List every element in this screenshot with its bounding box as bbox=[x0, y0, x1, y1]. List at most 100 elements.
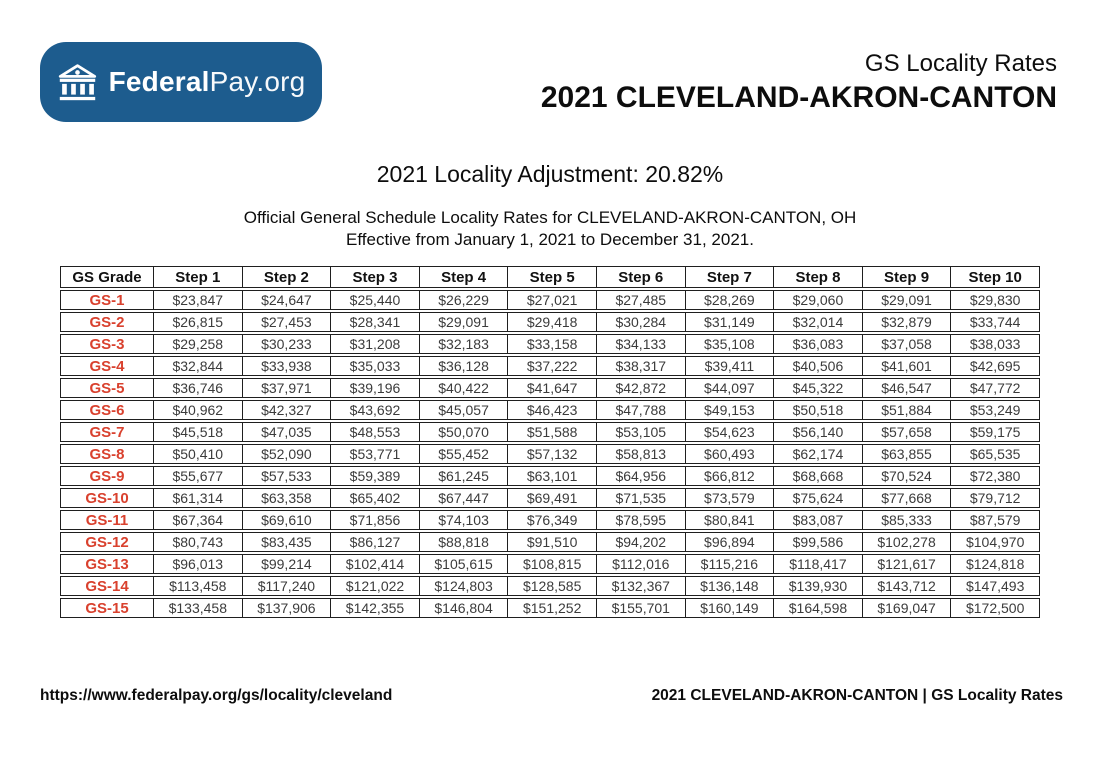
rate-cell: $47,035 bbox=[242, 422, 332, 442]
step-column-header: Step 10 bbox=[951, 266, 1040, 288]
table-row: GS-5 $36,746 $37,971 $39,196 $40,422 $41,647 $… bbox=[60, 378, 1040, 398]
rate-cell: $102,414 bbox=[331, 554, 420, 574]
grade-cell: GS-10 bbox=[60, 488, 154, 508]
rate-cell: $45,518 bbox=[154, 422, 243, 442]
rate-cell: $48,553 bbox=[331, 422, 420, 442]
logo-brand-rest: Pay.org bbox=[209, 66, 306, 97]
rate-cell: $47,772 bbox=[951, 378, 1040, 398]
grade-cell: GS-13 bbox=[60, 554, 154, 574]
grade-cell: GS-8 bbox=[60, 444, 154, 464]
rate-cell: $133,458 bbox=[154, 598, 243, 618]
rate-cell: $46,547 bbox=[862, 378, 952, 398]
rate-cell: $73,579 bbox=[685, 488, 775, 508]
rate-cell: $83,435 bbox=[242, 532, 332, 552]
step-column-header: Step 1 bbox=[154, 266, 243, 288]
rate-cell: $124,818 bbox=[951, 554, 1040, 574]
rate-cell: $67,364 bbox=[154, 510, 243, 530]
rate-cell: $113,458 bbox=[154, 576, 243, 596]
rate-cell: $27,453 bbox=[242, 312, 332, 332]
rate-cell: $169,047 bbox=[862, 598, 952, 618]
rate-cell: $40,422 bbox=[419, 378, 509, 398]
table-row: GS-15 $133,458 $137,906 $142,355 $146,804 $15… bbox=[60, 598, 1040, 618]
rate-cell: $132,367 bbox=[596, 576, 686, 596]
rate-cell: $63,855 bbox=[862, 444, 952, 464]
table-row: GS-4 $32,844 $33,938 $35,033 $36,128 $37,222 $… bbox=[60, 356, 1040, 376]
rate-cell: $33,938 bbox=[242, 356, 332, 376]
grade-cell: GS-12 bbox=[60, 532, 154, 552]
grade-cell: GS-2 bbox=[60, 312, 154, 332]
rate-cell: $104,970 bbox=[951, 532, 1040, 552]
locality-adjustment-text: 2021 Locality Adjustment: 20.82% bbox=[376, 161, 724, 187]
rate-cell: $49,153 bbox=[685, 400, 775, 420]
rate-cell: $139,930 bbox=[774, 576, 863, 596]
table-row: GS-12 $80,743 $83,435 $86,127 $88,818 $91,510… bbox=[60, 532, 1040, 552]
rate-cell: $59,175 bbox=[951, 422, 1040, 442]
table-row: GS-8 $50,410 $52,090 $53,771 $55,452 $57,132 $… bbox=[60, 444, 1040, 464]
rate-cell: $37,058 bbox=[862, 334, 952, 354]
rate-cell: $94,202 bbox=[596, 532, 686, 552]
rate-cell: $151,252 bbox=[508, 598, 597, 618]
rate-cell: $42,872 bbox=[596, 378, 686, 398]
rate-cell: $96,894 bbox=[685, 532, 775, 552]
table-row: GS-2 $26,815 $27,453 $28,341 $29,091 $29,418 $… bbox=[60, 312, 1040, 332]
table-row: GS-3 $29,258 $30,233 $31,208 $32,183 $33,158 $… bbox=[60, 334, 1040, 354]
rate-cell: $55,452 bbox=[419, 444, 509, 464]
rate-cell: $68,668 bbox=[774, 466, 863, 486]
rate-cell: $63,101 bbox=[508, 466, 597, 486]
rate-cell: $33,744 bbox=[951, 312, 1040, 332]
logo-wordmark: FederalPay.org bbox=[109, 66, 306, 98]
rate-cell: $37,971 bbox=[242, 378, 332, 398]
rate-cell: $26,815 bbox=[154, 312, 243, 332]
rate-cell: $124,803 bbox=[419, 576, 509, 596]
rate-cell: $32,844 bbox=[154, 356, 243, 376]
logo-brand-bold: Federal bbox=[108, 66, 210, 97]
table-header-row: GS Grade Step 1 Step 2 Step 3 Step 4 Step 5 St… bbox=[60, 266, 1040, 288]
rate-cell: $29,060 bbox=[774, 290, 863, 310]
step-column-header: Step 8 bbox=[774, 266, 863, 288]
table-row: GS-13 $96,013 $99,214 $102,414 $105,615 $108,… bbox=[60, 554, 1040, 574]
rate-cell: $32,183 bbox=[419, 334, 509, 354]
rate-cell: $71,535 bbox=[596, 488, 686, 508]
rate-cell: $27,485 bbox=[596, 290, 686, 310]
rate-cell: $75,624 bbox=[774, 488, 863, 508]
rate-cell: $76,349 bbox=[508, 510, 597, 530]
footer-url: https://www.federalpay.org/gs/locality/c… bbox=[40, 687, 393, 704]
step-column-header: Step 6 bbox=[596, 266, 686, 288]
rate-cell: $117,240 bbox=[242, 576, 332, 596]
table-row: GS-9 $55,677 $57,533 $59,389 $61,245 $63,101 $… bbox=[60, 466, 1040, 486]
grade-cell: GS-1 bbox=[60, 290, 154, 310]
grade-cell: GS-3 bbox=[60, 334, 154, 354]
rate-cell: $43,692 bbox=[331, 400, 420, 420]
rate-cell: $87,579 bbox=[951, 510, 1040, 530]
rate-cell: $36,746 bbox=[154, 378, 243, 398]
step-column-header: Step 2 bbox=[242, 266, 332, 288]
rate-cell: $46,423 bbox=[508, 400, 597, 420]
rate-cell: $51,884 bbox=[862, 400, 952, 420]
rate-cell: $39,196 bbox=[331, 378, 420, 398]
rate-cell: $51,588 bbox=[508, 422, 597, 442]
rate-cell: $38,317 bbox=[596, 356, 686, 376]
rate-cell: $63,358 bbox=[242, 488, 332, 508]
rate-cell: $65,535 bbox=[951, 444, 1040, 464]
rate-cell: $112,016 bbox=[596, 554, 686, 574]
rate-cell: $29,091 bbox=[419, 312, 509, 332]
rate-cell: $79,712 bbox=[951, 488, 1040, 508]
rate-cell: $160,149 bbox=[685, 598, 775, 618]
rate-cell: $39,411 bbox=[685, 356, 775, 376]
grade-cell: GS-7 bbox=[60, 422, 154, 442]
rate-cell: $69,491 bbox=[508, 488, 597, 508]
grade-cell: GS-15 bbox=[60, 598, 154, 618]
rate-cell: $56,140 bbox=[774, 422, 863, 442]
rate-cell: $67,447 bbox=[419, 488, 509, 508]
rate-cell: $99,586 bbox=[774, 532, 863, 552]
rate-cell: $115,216 bbox=[685, 554, 775, 574]
page-title: 2021 CLEVELAND-AKRON-CANTON bbox=[540, 81, 1057, 114]
rate-cell: $136,148 bbox=[685, 576, 775, 596]
rate-cell: $30,284 bbox=[596, 312, 686, 332]
locality-rates-table: GS Grade Step 1 Step 2 Step 3 Step 4 Step 5 St… bbox=[60, 264, 1040, 620]
rate-cell: $53,771 bbox=[331, 444, 420, 464]
rate-cell: $32,014 bbox=[774, 312, 863, 332]
rate-cell: $146,804 bbox=[419, 598, 509, 618]
rate-cell: $64,956 bbox=[596, 466, 686, 486]
